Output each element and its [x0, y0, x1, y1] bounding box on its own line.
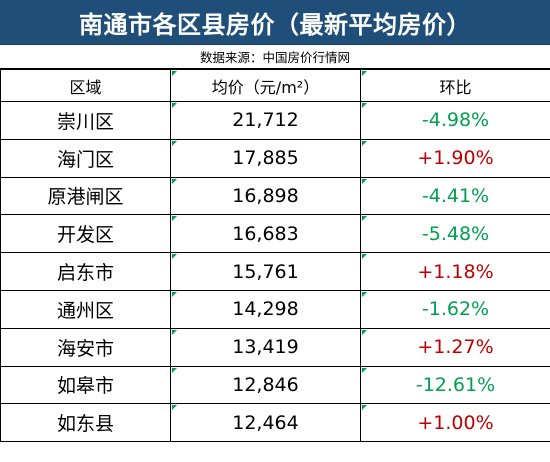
cell-indicator-icon — [172, 140, 177, 146]
table-row: 开发区 16,683 -5.48% — [0, 214, 550, 254]
district-cell[interactable]: 启东市 — [0, 252, 171, 291]
price-cell[interactable]: 16,898 — [170, 176, 361, 216]
change-cell[interactable]: +1.18% — [360, 252, 550, 291]
change-cell[interactable]: +1.90% — [360, 138, 550, 178]
table-row: 如皋市 12,846 -12.61% — [0, 365, 550, 405]
cell-indicator-icon — [362, 254, 367, 260]
change-cell[interactable]: +1.27% — [360, 327, 550, 367]
district-cell[interactable]: 海安市 — [0, 327, 171, 367]
cell-indicator-icon — [362, 367, 367, 373]
price-cell[interactable]: 13,419 — [170, 327, 361, 367]
district-cell[interactable]: 如东县 — [0, 403, 171, 443]
district-cell[interactable]: 原港闸区 — [0, 176, 171, 216]
cell-indicator-icon — [362, 71, 367, 76]
cell-indicator-icon — [172, 103, 177, 108]
cell-indicator-icon — [172, 178, 177, 184]
cell-indicator-icon — [362, 291, 367, 297]
price-cell[interactable]: 14,298 — [170, 289, 361, 329]
change-cell[interactable]: -5.48% — [360, 214, 550, 254]
price-cell[interactable]: 12,464 — [170, 403, 361, 443]
district-cell[interactable]: 如皋市 — [0, 365, 171, 405]
header-row: 区域 均价（元/m²） 环比 — [0, 69, 550, 102]
cell-indicator-icon — [362, 103, 367, 108]
price-cell[interactable]: 17,885 — [170, 138, 361, 178]
cell-indicator-icon — [362, 216, 367, 222]
cell-indicator-icon — [172, 291, 177, 297]
table-row: 通州区 14,298 -1.62% — [0, 289, 550, 329]
change-cell[interactable]: +1.00% — [360, 403, 550, 443]
cell-indicator-icon — [362, 405, 367, 411]
cell-indicator-icon — [362, 140, 367, 146]
table-title: 南通市各区县房价（最新平均房价） — [0, 0, 550, 45]
price-cell[interactable]: 15,761 — [170, 252, 361, 291]
change-cell[interactable]: -12.61% — [360, 365, 550, 405]
price-table: 区域 均价（元/m²） 环比 崇川区 21,712 -4.98% 海门区 17,… — [0, 69, 550, 443]
column-header-district[interactable]: 区域 — [0, 69, 171, 102]
cell-indicator-icon — [172, 254, 177, 260]
cell-indicator-icon — [172, 216, 177, 222]
cell-indicator-icon — [362, 178, 367, 184]
cell-indicator-icon — [172, 329, 177, 335]
cell-indicator-icon — [172, 71, 177, 76]
column-header-price[interactable]: 均价（元/m²） — [170, 69, 361, 102]
table-row: 如东县 12,464 +1.00% — [0, 403, 550, 443]
district-cell[interactable]: 开发区 — [0, 214, 171, 254]
price-cell[interactable]: 16,683 — [170, 214, 361, 254]
data-source-note: 数据来源：中国房价行情网 — [0, 45, 550, 69]
table-row: 崇川区 21,712 -4.98% — [0, 101, 550, 140]
price-cell[interactable]: 21,712 — [170, 101, 361, 140]
change-cell[interactable]: -4.98% — [360, 101, 550, 140]
district-cell[interactable]: 崇川区 — [0, 101, 171, 140]
table-row: 启东市 15,761 +1.18% — [0, 252, 550, 291]
table-row: 海安市 13,419 +1.27% — [0, 327, 550, 367]
cell-indicator-icon — [172, 405, 177, 411]
table-row: 海门区 17,885 +1.90% — [0, 138, 550, 178]
cell-indicator-icon — [172, 367, 177, 373]
district-cell[interactable]: 海门区 — [0, 138, 171, 178]
table-row: 原港闸区 16,898 -4.41% — [0, 176, 550, 216]
price-cell[interactable]: 12,846 — [170, 365, 361, 405]
change-cell[interactable]: -1.62% — [360, 289, 550, 329]
column-header-change[interactable]: 环比 — [360, 69, 550, 102]
change-cell[interactable]: -4.41% — [360, 176, 550, 216]
cell-indicator-icon — [362, 329, 367, 335]
district-cell[interactable]: 通州区 — [0, 289, 171, 329]
